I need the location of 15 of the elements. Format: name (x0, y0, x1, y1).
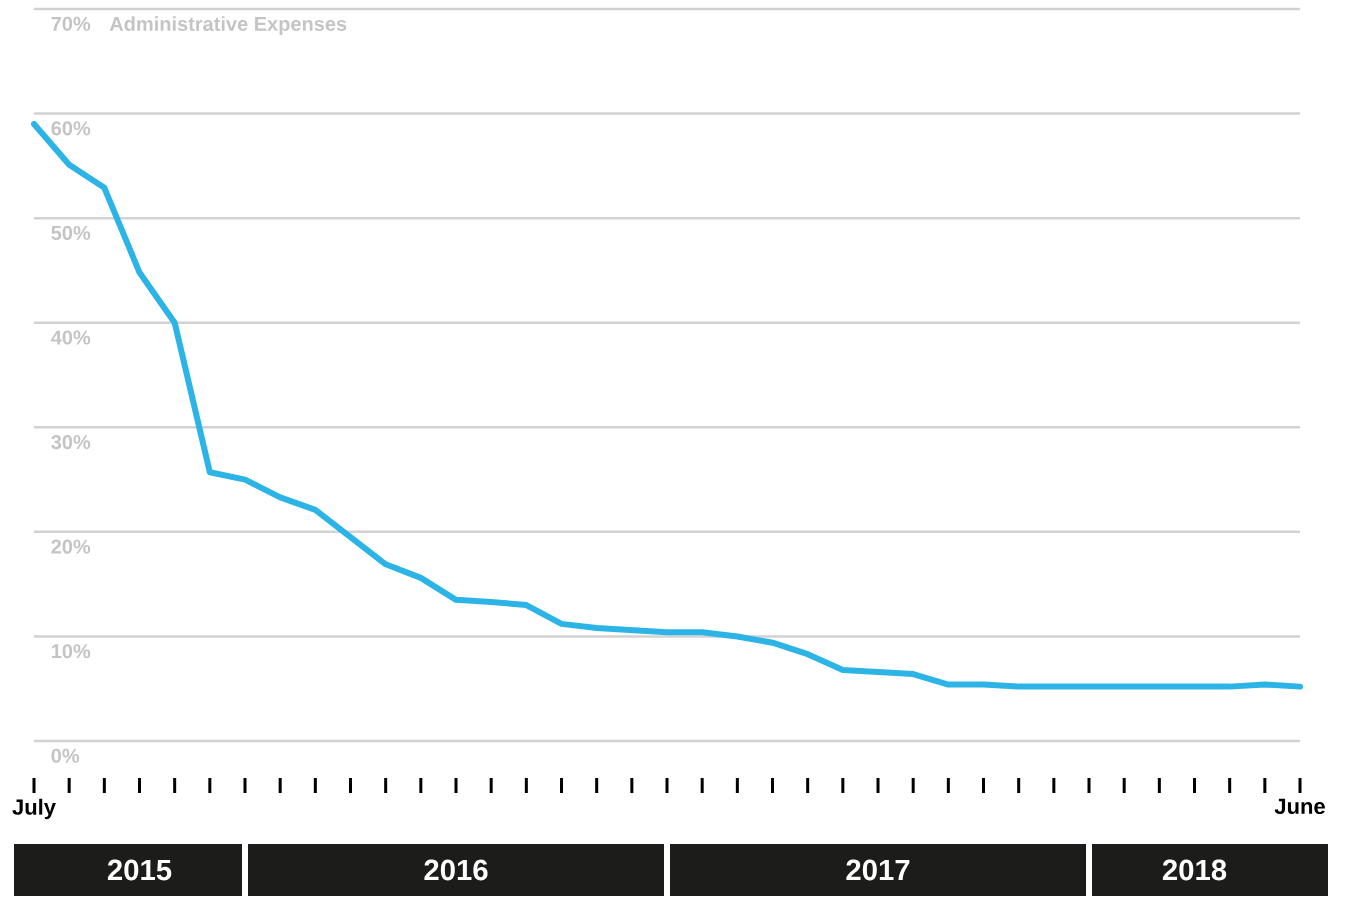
y-tick-label: 30% (51, 435, 91, 450)
y-tick-label: 70% (51, 16, 91, 31)
y-tick-label: 0% (51, 748, 80, 763)
x-tick-label: June (1274, 798, 1325, 815)
y-tick-label: 50% (51, 225, 91, 241)
text: 2017 (846, 859, 910, 881)
y-tick-label: 10% (51, 644, 91, 659)
y-tick-label: 20% (51, 539, 91, 554)
y-tick-label: 40% (51, 330, 91, 345)
text: 2016 (424, 859, 488, 881)
text: 2015 (107, 859, 172, 881)
y-axis-title: Administrative Expenses (109, 16, 347, 35)
x-tick-label: July (12, 798, 56, 820)
text: 2018 (1162, 859, 1227, 881)
y-tick-label: 60% (51, 121, 91, 136)
